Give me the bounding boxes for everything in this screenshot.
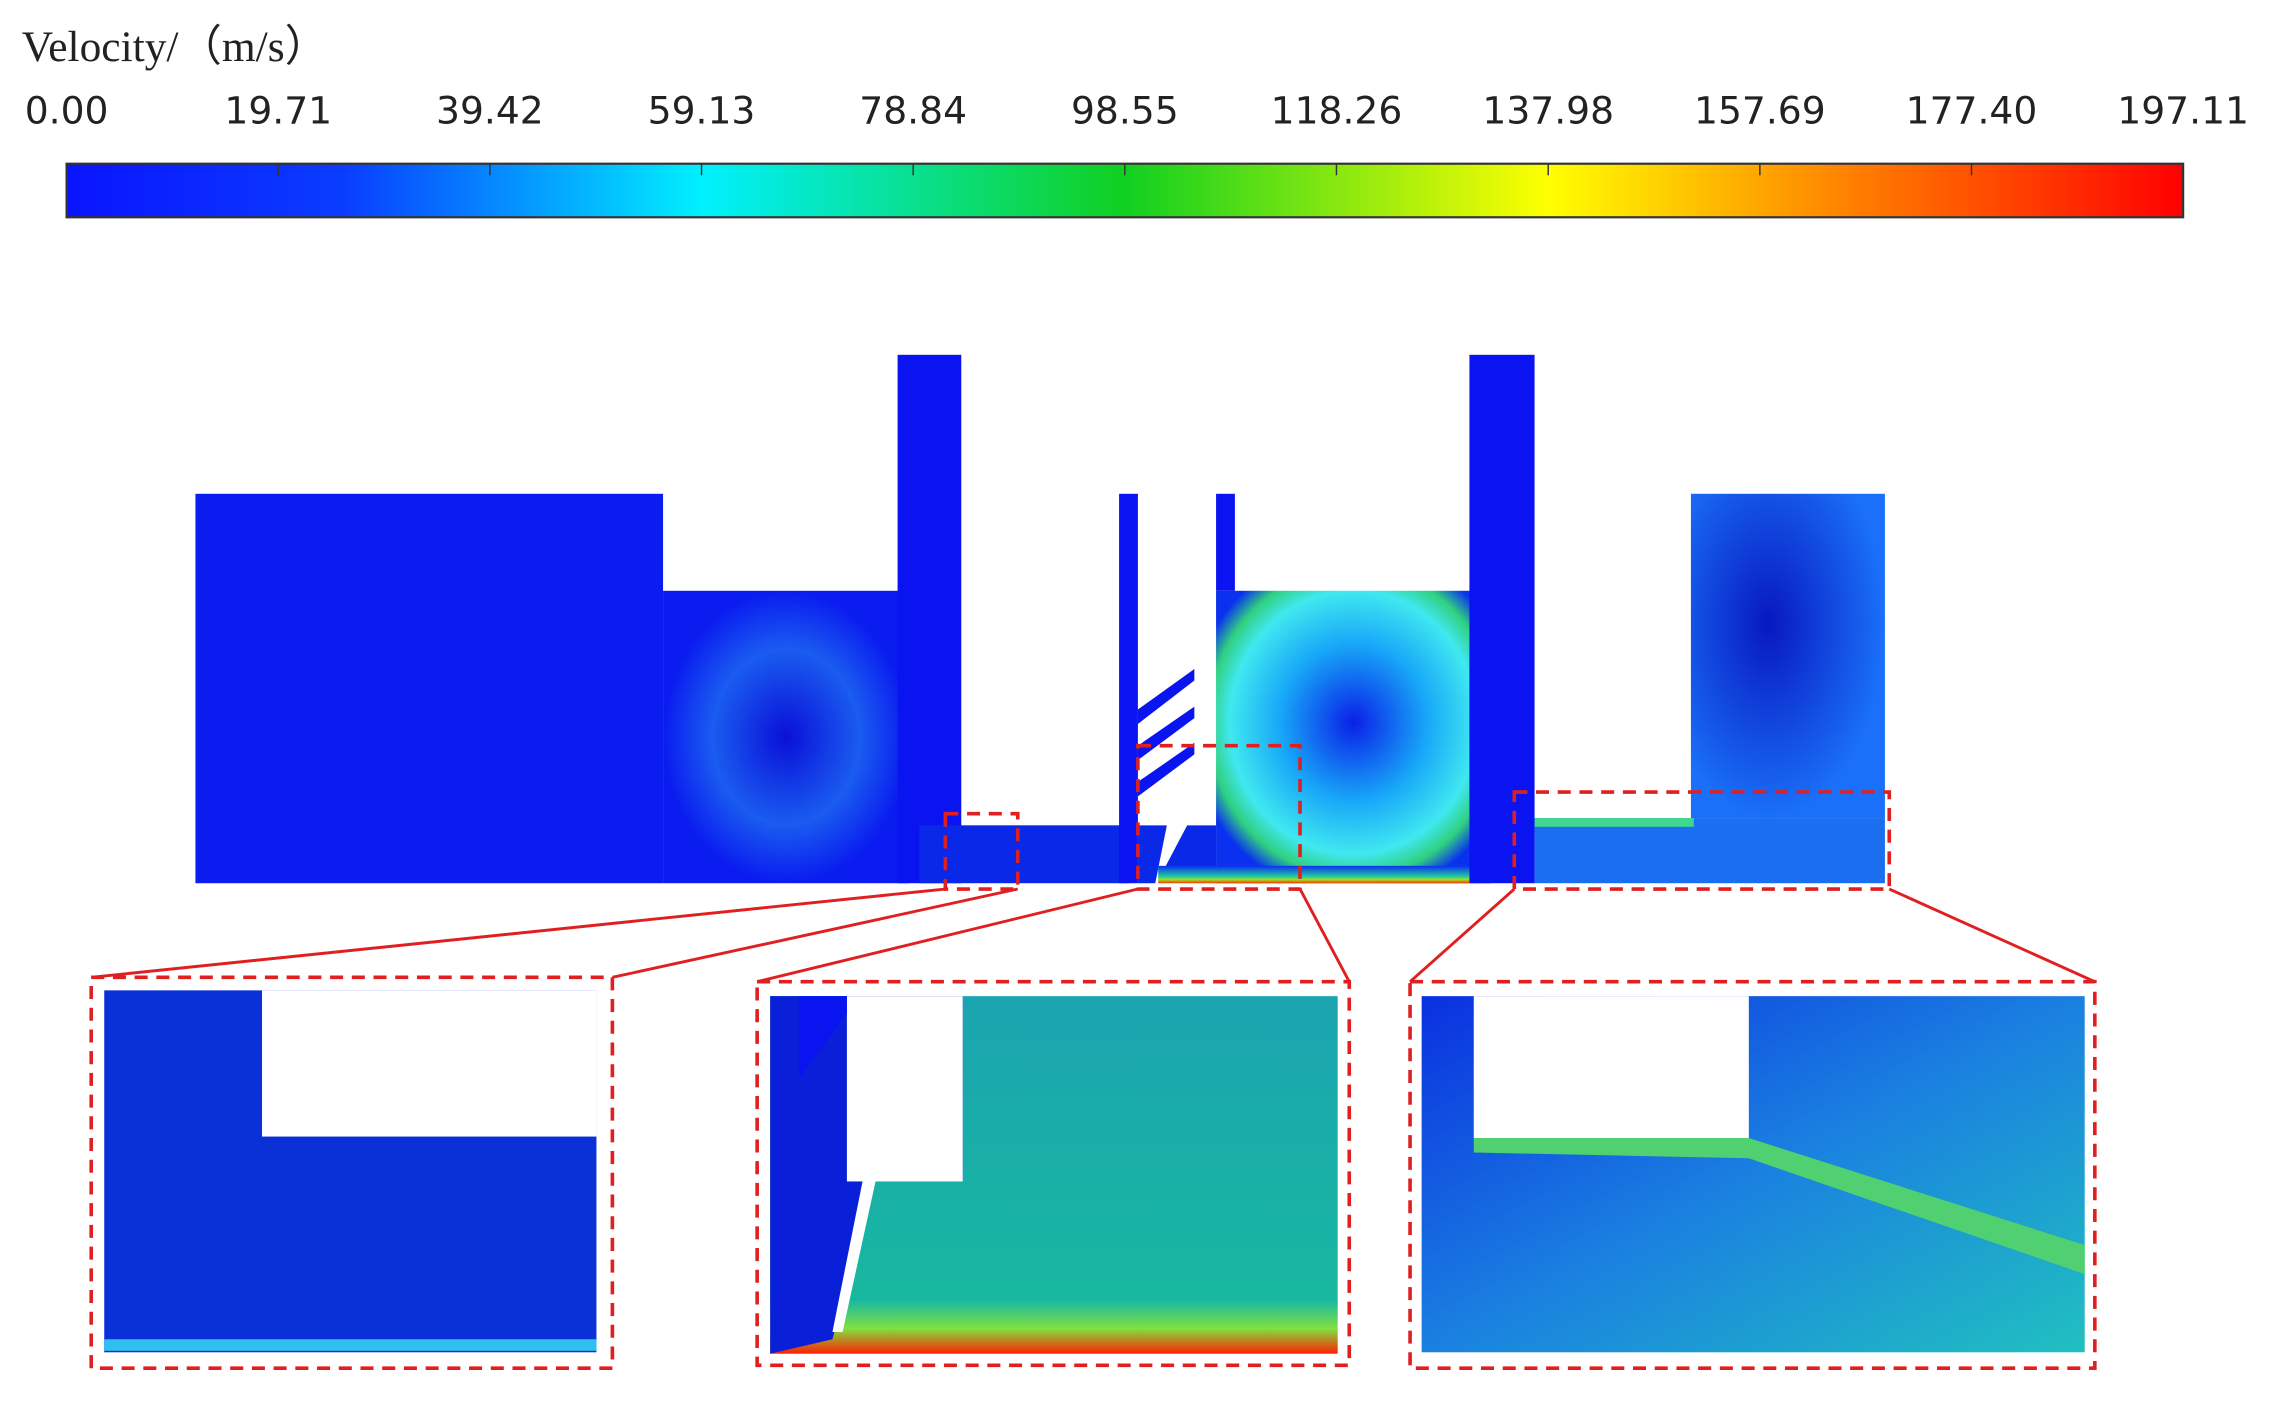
insets — [104, 990, 2085, 1354]
colorbar-tick-label: 98.55 — [1071, 89, 1179, 133]
colorbar-tick-label: 78.84 — [859, 89, 967, 133]
colorbar-tick-label: 118.26 — [1271, 89, 1403, 133]
colorbar-tick-label: 59.13 — [648, 89, 756, 133]
colorbar-tick-label: 197.11 — [2117, 89, 2249, 133]
colorbar-tick-label: 39.42 — [436, 89, 544, 133]
colorbar-tick-label: 0.00 — [25, 89, 109, 133]
colorbar-tick-label: 19.71 — [224, 89, 332, 133]
colorbar-title: Velocity/（m/s） — [22, 23, 328, 71]
colorbar-tick-label: 157.69 — [1694, 89, 1826, 133]
zoom-markers — [89, 743, 2097, 1371]
colorbar-tick-label: 177.40 — [1906, 89, 2038, 133]
colorbar-tick-label: 137.98 — [1482, 89, 1614, 133]
flow-domain — [195, 354, 1885, 884]
